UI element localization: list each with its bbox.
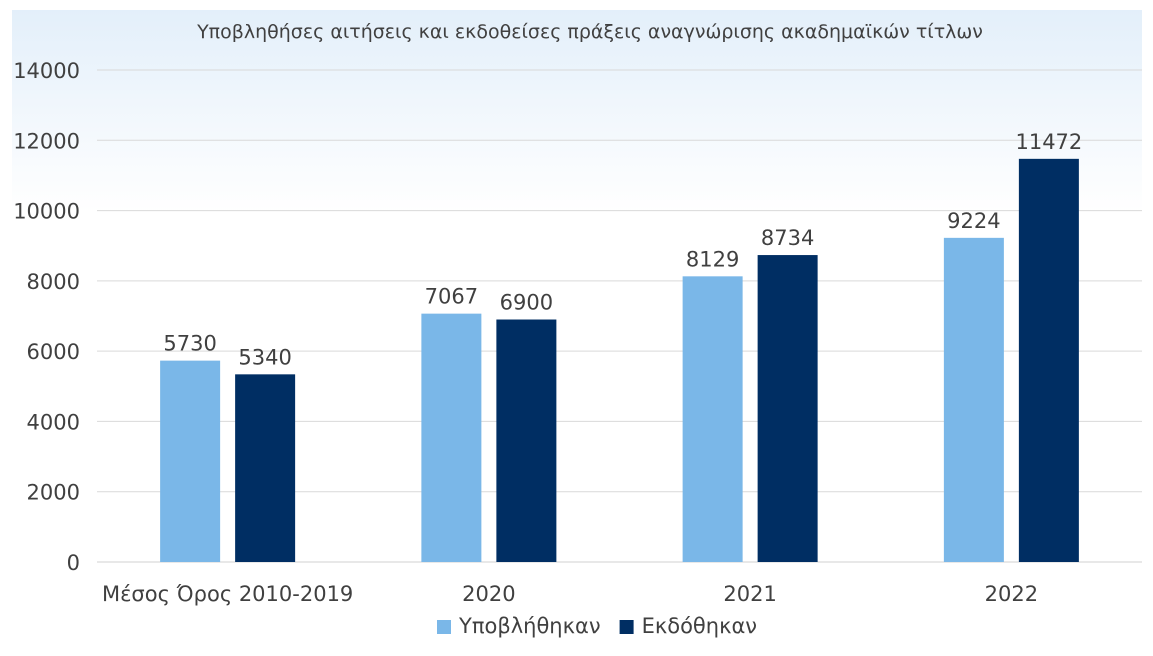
y-tick-label: 14000 <box>13 59 80 83</box>
y-axis-ticks: 0 2000 4000 6000 8000 10000 12000 14000 <box>13 59 80 575</box>
y-tick-label: 8000 <box>27 270 80 294</box>
legend-label-0: Υποβλήθηκαν <box>458 614 601 638</box>
y-tick-label: 2000 <box>27 481 80 505</box>
legend-label-1: Εκδόθηκαν <box>642 614 757 638</box>
y-tick-label: 0 <box>67 551 80 575</box>
bars <box>160 158 1079 563</box>
chart-title: Υποβληθήσες αιτήσεις και εκδοθείσες πράξ… <box>196 21 983 43</box>
bar-issued-0 <box>235 374 296 562</box>
data-label: 5730 <box>163 332 216 356</box>
y-tick-label: 12000 <box>13 129 80 153</box>
data-label: 7067 <box>425 285 478 309</box>
legend-swatch-1 <box>619 620 634 634</box>
y-tick-label: 6000 <box>27 340 80 364</box>
data-label: 5340 <box>238 345 291 369</box>
bar-issued-1 <box>496 319 557 562</box>
x-category-label: 2021 <box>723 582 776 606</box>
x-category-label: Μέσος Όρος 2010-2019 <box>102 582 353 606</box>
bar-submitted-1 <box>421 313 482 562</box>
bar-issued-2 <box>757 255 818 562</box>
data-label: 8129 <box>686 247 739 271</box>
data-label: 9224 <box>947 209 1000 233</box>
data-label: 11472 <box>1015 130 1082 154</box>
y-tick-label: 4000 <box>27 410 80 434</box>
x-category-label: 2022 <box>985 582 1038 606</box>
legend-swatch-0 <box>437 620 451 634</box>
data-labels: 5730 5340 7067 6900 8129 8734 9224 11472 <box>163 130 1082 369</box>
bar-submitted-3 <box>943 237 1004 562</box>
bar-submitted-2 <box>682 276 743 562</box>
data-label: 8734 <box>761 226 814 250</box>
bar-issued-3 <box>1018 158 1079 563</box>
y-tick-label: 10000 <box>13 200 80 224</box>
data-label: 6900 <box>500 291 553 315</box>
legend: Υποβλήθηκαν Εκδόθηκαν <box>437 614 757 638</box>
x-axis-categories: Μέσος Όρος 2010-2019 2020 2021 2022 <box>102 582 1038 606</box>
x-category-label: 2020 <box>462 582 515 606</box>
bar-submitted-0 <box>160 360 221 562</box>
